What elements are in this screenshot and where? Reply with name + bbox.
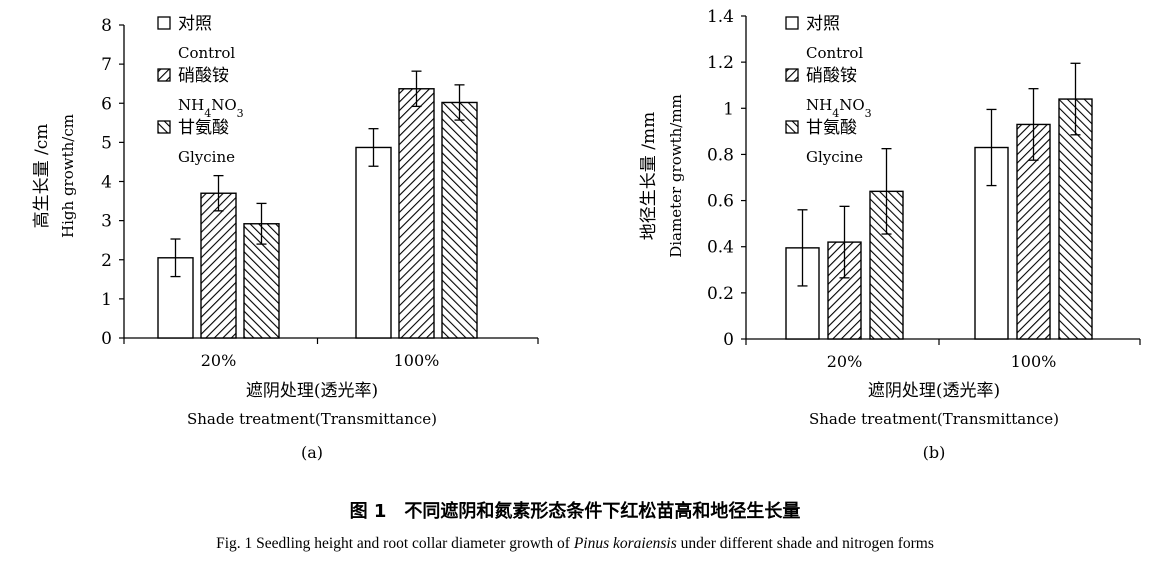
figure-caption-en: Fig. 1 Seedling height and root collar d…	[0, 535, 1150, 553]
bar	[398, 88, 435, 339]
legend-label-cn: 甘氨酸	[178, 118, 229, 138]
y-axis-title-en: High growth/cm	[59, 114, 77, 238]
legend-label-en: Glycine	[806, 148, 863, 166]
figure-caption-cn: 图 1 不同遮阴和氮素形态条件下红松苗高和地径生长量	[349, 501, 801, 522]
x-tick-label: 20%	[827, 352, 863, 371]
panel-label: (b)	[923, 443, 946, 462]
y-tick-label: 0.2	[707, 284, 734, 304]
x-axis-title-cn: 遮阴处理(透光率)	[246, 381, 378, 401]
x-tick-label: 20%	[201, 351, 237, 370]
y-tick-label: 0	[723, 330, 734, 350]
caption-en-prefix: Fig. 1 Seedling height and root collar d…	[216, 535, 574, 552]
caption-en-species: Pinus koraiensis	[573, 535, 677, 552]
x-tick-label: 100%	[1011, 352, 1057, 371]
legend-label-cn: 硝酸铵	[178, 66, 229, 86]
y-tick-label: 1	[723, 99, 734, 119]
y-axis-title-en: Diameter growth/mm	[667, 94, 685, 258]
y-tick-label: 1.2	[707, 53, 734, 73]
bar	[200, 192, 237, 339]
bar	[157, 257, 194, 339]
y-tick-label: 4	[101, 173, 112, 193]
legend-swatch	[785, 68, 799, 82]
panel-label: (a)	[301, 443, 323, 462]
x-tick-label: 100%	[394, 351, 440, 370]
x-axis-title-en: Shade treatment(Transmittance)	[809, 410, 1059, 428]
x-axis-title-cn: 遮阴处理(透光率)	[868, 381, 1000, 401]
legend-label-en: Glycine	[178, 148, 235, 166]
bar	[441, 101, 478, 339]
legend-label-cn: 对照	[806, 14, 840, 34]
legend-swatch	[785, 16, 799, 30]
caption-en-suffix: under different shade and nitrogen forms	[676, 535, 934, 552]
y-tick-label: 3	[101, 212, 112, 232]
y-tick-label: 0	[101, 329, 112, 349]
legend-label-en: Control	[806, 44, 863, 62]
y-tick-label: 0.8	[707, 145, 734, 165]
legend-label-cn: 甘氨酸	[806, 118, 857, 138]
x-axis-title-en: Shade treatment(Transmittance)	[187, 410, 437, 428]
chart-panel-b: 0 0.2 0.4 0.6 0.8 1 1.2 1.4 20% 100% 对照 Control 硝酸铵 N…	[639, 7, 1141, 462]
y-tick-label: 0.6	[707, 192, 734, 212]
y-axis-title-cn: 高生长量 /cm	[32, 124, 52, 229]
y-tick-label: 8	[101, 16, 112, 36]
legend-swatch	[157, 120, 171, 134]
y-tick-label: 1.4	[707, 7, 734, 27]
legend-swatch	[785, 120, 799, 134]
legend-label-cn: 对照	[178, 14, 212, 34]
legend-label-cn: 硝酸铵	[806, 66, 857, 86]
bar	[1058, 98, 1093, 340]
y-tick-label: 6	[101, 94, 112, 114]
y-tick-label: 7	[101, 55, 112, 75]
legend-swatch	[157, 16, 171, 30]
y-tick-label: 1	[101, 290, 112, 310]
y-axis-title-cn: 地径生长量 /mm	[639, 112, 659, 240]
legend-swatch	[157, 68, 171, 82]
legend-label-en: NH4NO3	[178, 96, 244, 120]
y-tick-label: 2	[101, 251, 112, 271]
legend-label-en: NH4NO3	[806, 96, 872, 120]
legend-label-en: Control	[178, 44, 235, 62]
bar	[355, 146, 392, 339]
y-tick-label: 0.4	[707, 238, 734, 258]
y-tick-label: 5	[101, 133, 112, 153]
